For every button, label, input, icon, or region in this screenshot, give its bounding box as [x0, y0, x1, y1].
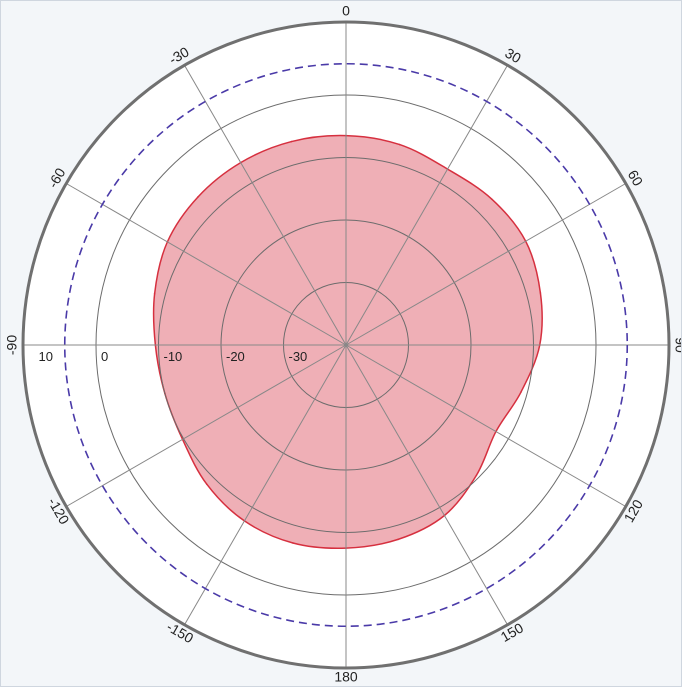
data-point-15: [205, 483, 208, 486]
spoke-7: [184, 344, 347, 625]
data-point-9: [475, 474, 478, 477]
radial-tick-label-1: 0: [101, 349, 108, 364]
angle-tick-label-3: 90: [672, 337, 681, 353]
data-point-11: [397, 538, 399, 541]
angle-tick-label-0: 0: [342, 3, 350, 19]
angle-tick-label-2: 60: [625, 167, 647, 189]
data-point-13: [292, 542, 294, 544]
spoke-4: [345, 344, 626, 507]
spoke-10: [66, 183, 347, 346]
data-point-1: [398, 143, 401, 146]
angle-tick-label-9: -90: [4, 335, 20, 355]
outer-ring: [21, 20, 671, 670]
radial-tick-label-3: -20: [226, 349, 245, 364]
reference-circle: [63, 62, 629, 628]
radial-tick-label-0: 10: [39, 349, 53, 364]
spoke-1: [345, 65, 508, 346]
angle-tick-label-1: 30: [502, 45, 524, 67]
angle-tick-label-6: 180: [334, 669, 358, 685]
radial-tick-label-2: -10: [164, 349, 183, 364]
data-point-23: [290, 140, 293, 143]
data-point-21: [197, 196, 199, 198]
spoke-8: [66, 344, 347, 507]
spoke-11: [184, 65, 347, 346]
data-point-5: [539, 292, 542, 294]
data-point-3: [491, 198, 493, 200]
data-point-7: [520, 391, 522, 393]
data-point-19: [153, 292, 156, 295]
spoke-5: [345, 344, 508, 625]
spoke-2: [345, 183, 626, 346]
radial-tick-label-4: -30: [289, 349, 308, 364]
